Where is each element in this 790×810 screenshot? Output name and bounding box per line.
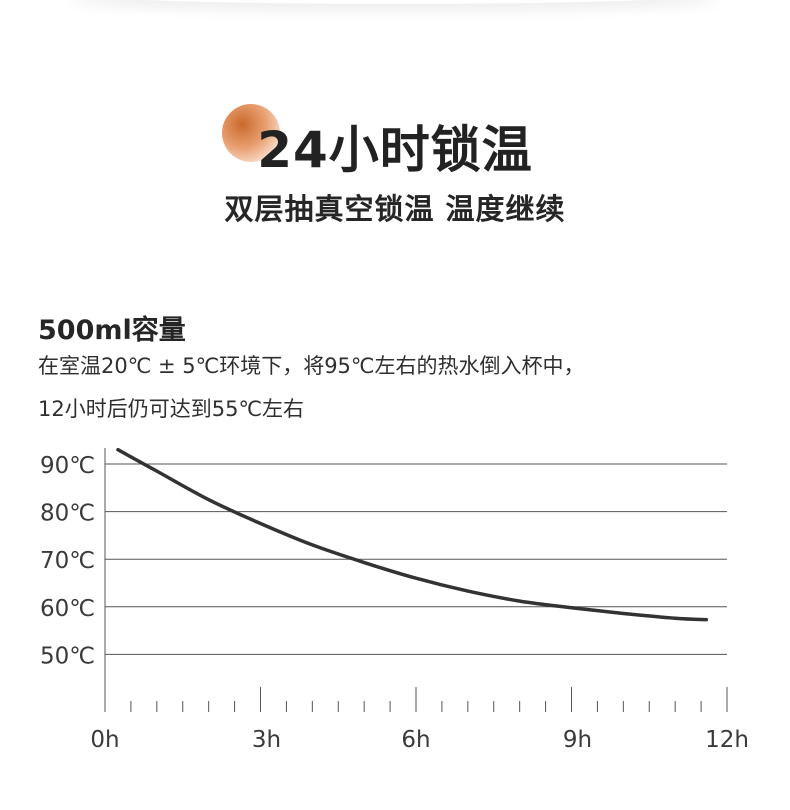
y-tick-label: 80℃: [40, 501, 95, 527]
description-line-1: 在室温20℃ ± 5℃环境下，将95℃左右的热水倒入杯中，: [38, 354, 585, 378]
y-tick-label: 50℃: [40, 643, 95, 669]
x-tick-label: 9h: [563, 727, 592, 753]
accent-circle: [222, 104, 280, 162]
y-tick-label: 90℃: [40, 453, 95, 479]
x-tick-label: 0h: [90, 727, 119, 753]
page-title: 24小时锁温: [257, 121, 533, 179]
y-tick-label: 70℃: [40, 548, 95, 574]
temperature-curve: [116, 447, 709, 622]
page-subtitle: 双层抽真空锁温 温度继续: [224, 192, 566, 226]
top-card-edge: [70, 0, 720, 4]
x-tick-label: 3h: [252, 727, 281, 753]
x-tick-label: 12h: [705, 727, 749, 753]
capacity-label: 500ml容量: [38, 315, 186, 346]
description-line-2: 12小时后仍可达到55℃左右: [38, 397, 305, 421]
y-tick-label: 60℃: [40, 596, 95, 622]
x-tick-label: 6h: [401, 727, 430, 753]
title-block: 24小时锁温: [0, 100, 790, 180]
